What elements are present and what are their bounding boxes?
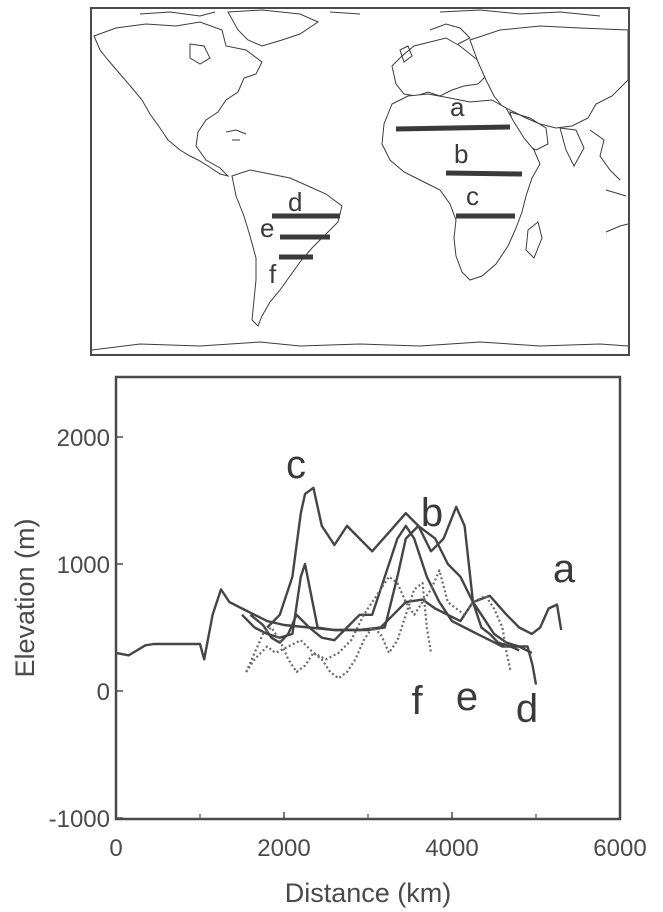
transect-label-c: c (466, 181, 479, 211)
y-tick-label: -1000 (49, 806, 110, 833)
y-tick-label: 0 (97, 679, 110, 706)
africa-outline (381, 93, 541, 281)
series-line-d (249, 524, 538, 685)
scandinavia-outline (429, 23, 471, 45)
transect-label-f: f (269, 259, 277, 289)
madagascar-outline (525, 221, 543, 259)
series-line-c (266, 486, 520, 652)
series-annotation-a: a (553, 547, 576, 591)
series-line-f (245, 581, 433, 680)
southeast-asia-outline (589, 129, 627, 197)
series-labels: c b a f e d (286, 443, 576, 731)
x-tick-label: 0 (109, 835, 122, 862)
x-tick-label: 4000 (425, 835, 478, 862)
series-annotation-e: e (456, 675, 478, 719)
north-america-outline (93, 21, 263, 177)
x-tick-label: 2000 (257, 835, 310, 862)
transect-label-d: d (288, 187, 302, 217)
british-isles-outline (399, 45, 413, 63)
series-line-b (241, 524, 533, 654)
series-annotation-c: c (286, 443, 306, 487)
x-tick-label: 6000 (593, 835, 646, 862)
australia-outline (605, 223, 628, 233)
arctic-islands-outline (139, 9, 601, 17)
greenland-outline (227, 9, 320, 47)
transect-label-b: b (454, 139, 468, 169)
transect-label-a: a (450, 92, 465, 122)
series-annotation-d: d (516, 687, 538, 731)
series-annotation-b: b (421, 491, 443, 535)
series-line-a (115, 588, 563, 661)
y-axis-title: Elevation (m) (10, 518, 40, 677)
asia-outline (469, 25, 628, 129)
transect-line-a (395, 124, 511, 132)
south-america-outline (231, 169, 343, 327)
y-tick-label: 1000 (57, 552, 110, 579)
series-layer (115, 486, 563, 685)
plot-frame (114, 375, 622, 821)
india-outline (559, 127, 585, 168)
transect-label-e: e (260, 213, 274, 243)
world-map: a b c d e f (90, 7, 630, 356)
caribbean-outline (225, 129, 247, 141)
hudson-bay-outline (189, 43, 211, 65)
y-tick-label: 2000 (57, 425, 110, 452)
antarctica-outline (92, 341, 628, 351)
series-line-e (245, 569, 512, 673)
transect-line-b (445, 170, 523, 177)
series-annotation-f: f (411, 679, 423, 723)
x-axis-title: Distance (km) (285, 878, 452, 908)
